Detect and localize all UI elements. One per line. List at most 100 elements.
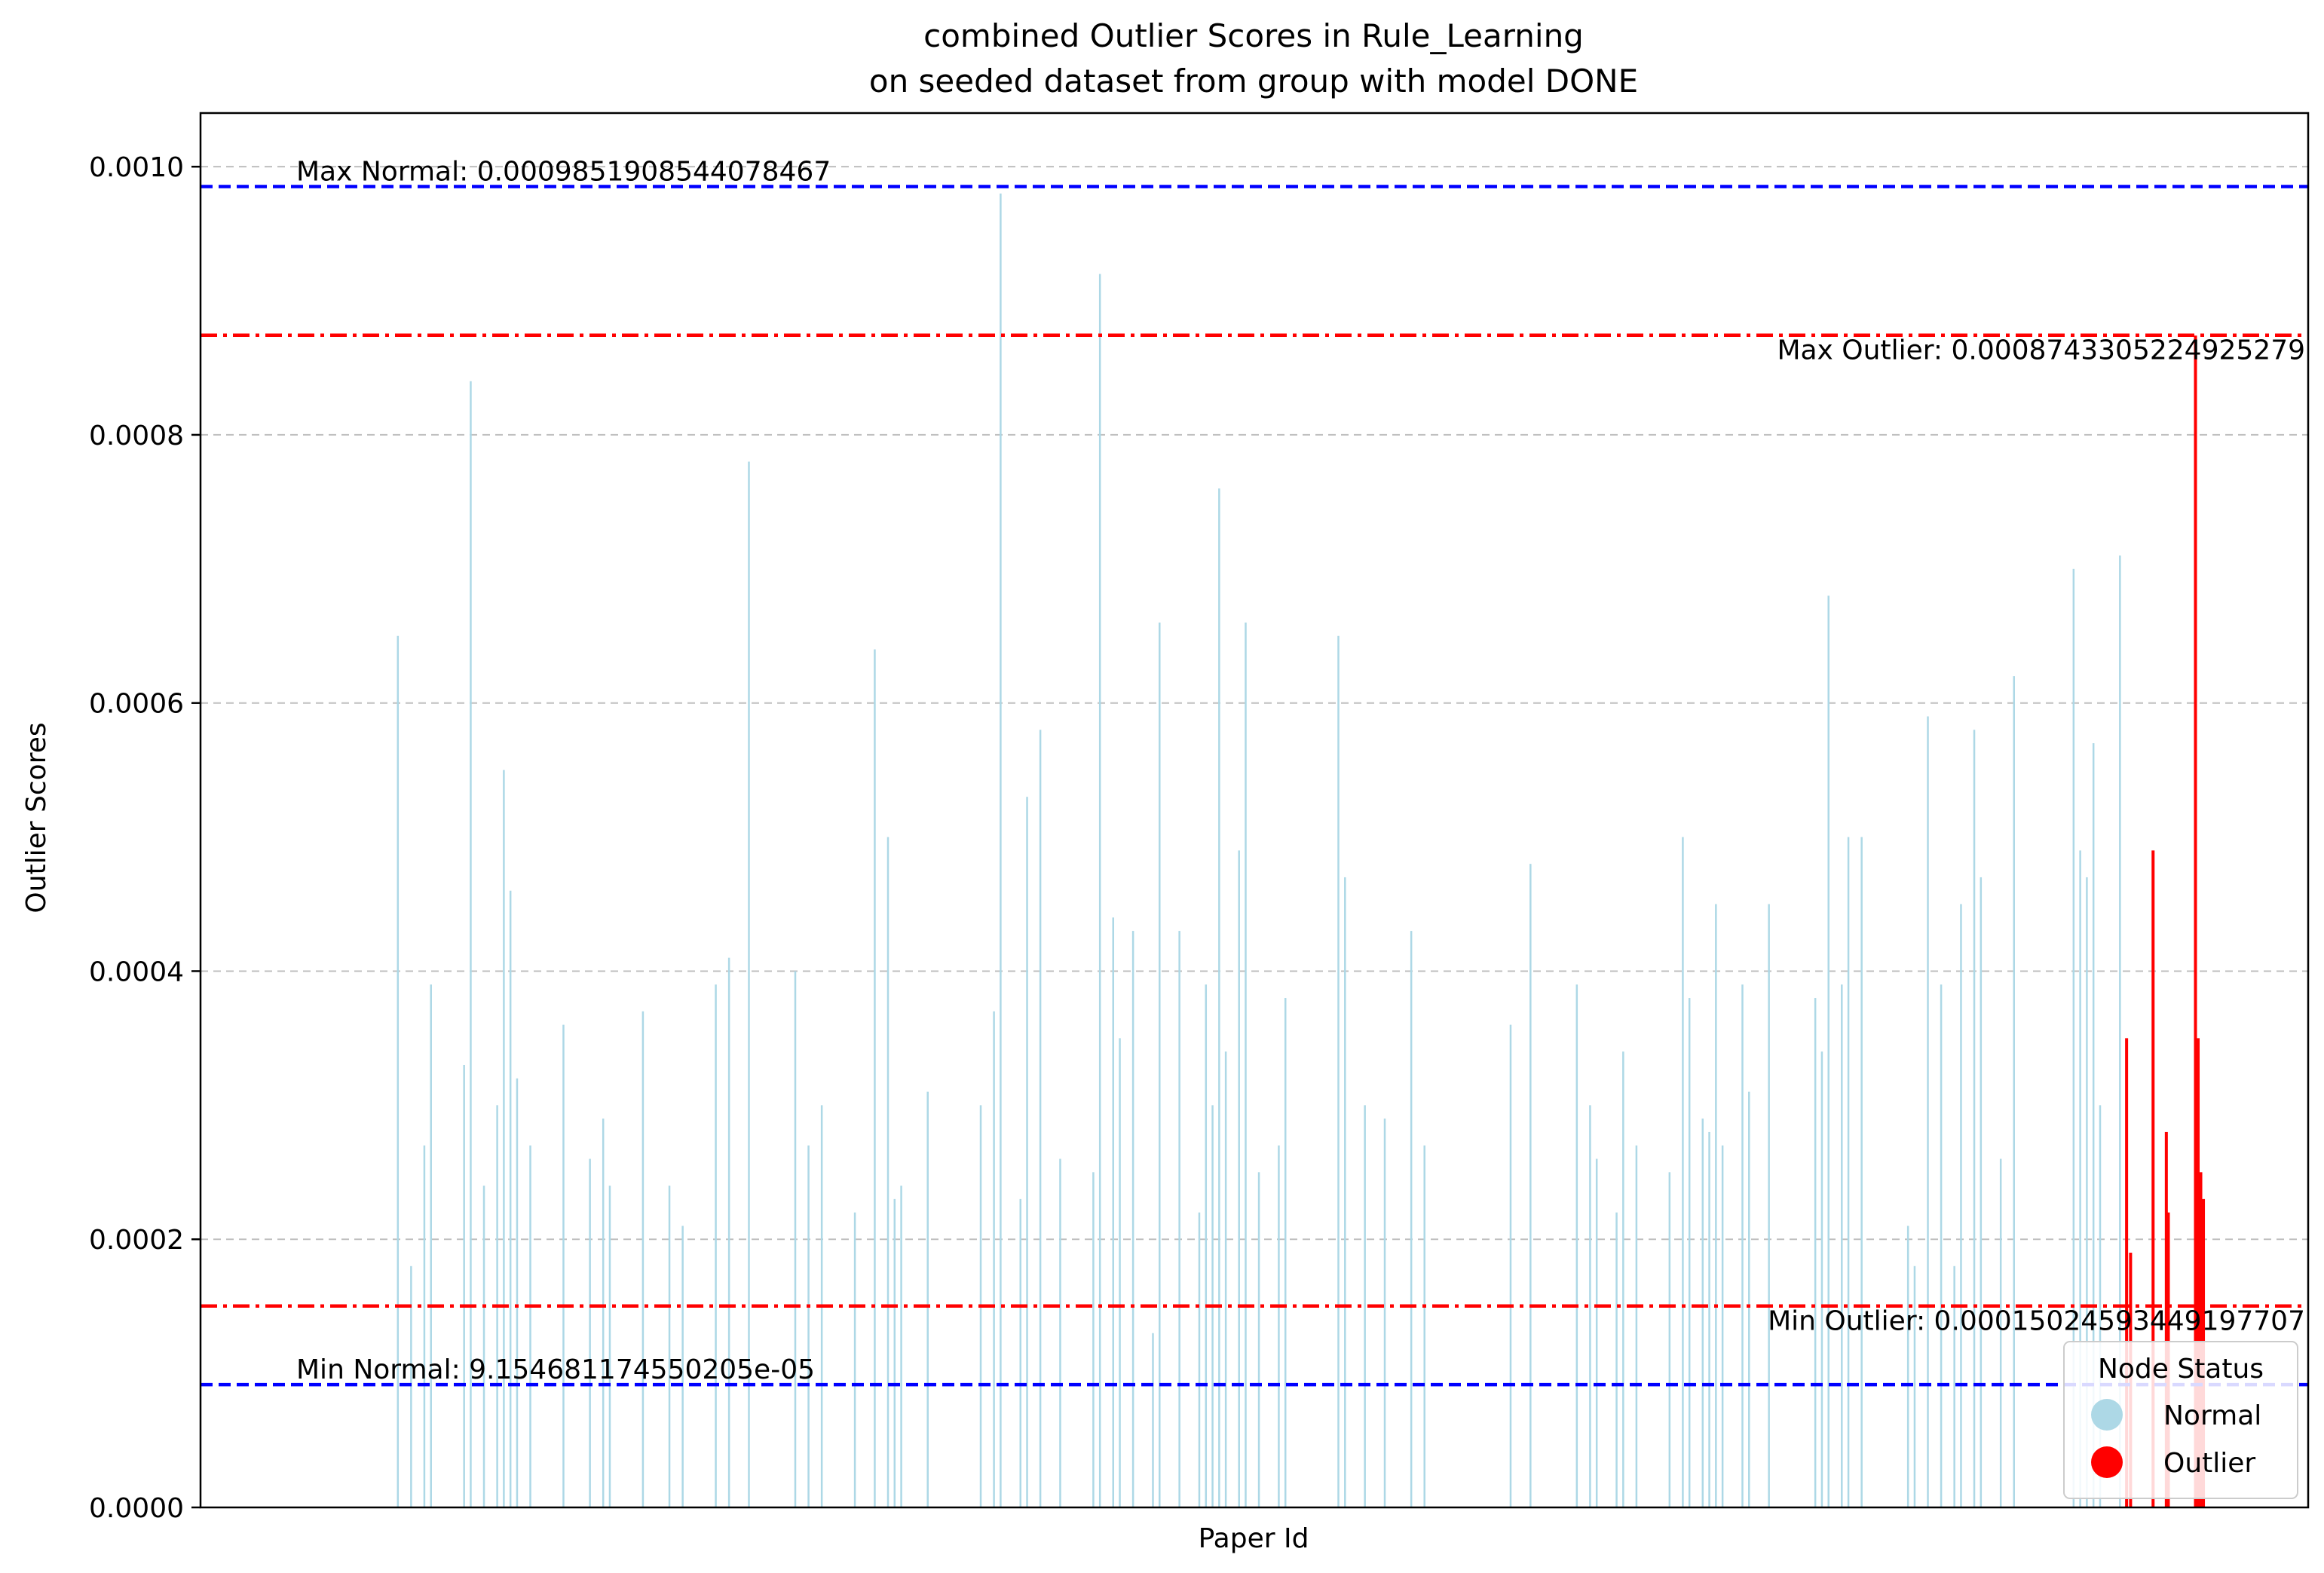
normal-bar — [1715, 904, 1717, 1507]
reference-line-label: Max Outlier: 0.0008743305224925279 — [1777, 335, 2305, 366]
normal-bar — [2072, 568, 2075, 1508]
normal-bar — [562, 1024, 565, 1507]
y-tick-label: 0.0000 — [89, 1493, 184, 1524]
normal-bar — [1000, 193, 1002, 1508]
normal-bar — [641, 1011, 645, 1507]
normal-bar — [529, 1145, 531, 1507]
normal-bar — [1383, 1119, 1386, 1507]
y-ticks: 0.0000 0.0002 0.0004 0.0006 0.0008 0.0010 — [89, 152, 201, 1524]
normal-bar — [1708, 1131, 1710, 1507]
normal-bar — [1112, 917, 1115, 1507]
normal-bar — [1913, 1265, 1916, 1507]
normal-bar — [1748, 1091, 1750, 1507]
outlier-bar — [2151, 850, 2155, 1507]
normal-bar — [874, 649, 876, 1507]
legend-marker-normal — [2091, 1399, 2123, 1431]
normal-bar — [1423, 1145, 1425, 1507]
outlier-bar — [2197, 1038, 2200, 1507]
normal-bar — [1159, 622, 1161, 1507]
normal-bar — [668, 1186, 671, 1507]
legend-label-normal: Normal — [2163, 1400, 2261, 1431]
normal-bar — [1238, 850, 1240, 1507]
normal-bar — [1257, 1172, 1260, 1507]
normal-bar — [1721, 1145, 1724, 1507]
normal-bar — [503, 770, 505, 1507]
normal-bar — [893, 1198, 896, 1507]
normal-bar — [2099, 1105, 2102, 1507]
normal-bar — [1668, 1172, 1671, 1507]
normal-bar — [1741, 984, 1744, 1507]
y-tick-label: 0.0006 — [89, 689, 184, 720]
legend: Node Status Normal Outlier — [2063, 1341, 2298, 1499]
y-axis-label: Outlier Scores — [21, 722, 52, 913]
normal-bar — [1059, 1158, 1061, 1507]
normal-bar — [1529, 864, 1532, 1507]
normal-bar — [463, 1064, 465, 1507]
normal-bar — [1119, 1038, 1121, 1507]
reference-line-label: Min Normal: 9.154681174550205e-05 — [296, 1354, 815, 1385]
chart-title-line1: combined Outlier Scores in Rule_Learning — [923, 17, 1584, 54]
normal-bar — [853, 1212, 856, 1507]
normal-bar — [1953, 1265, 1955, 1507]
normal-bar — [900, 1186, 902, 1507]
normal-bar — [886, 837, 889, 1507]
outlier-bar — [2194, 335, 2197, 1507]
normal-bar — [807, 1145, 810, 1507]
normal-bar — [430, 984, 432, 1507]
normal-bar — [1701, 1119, 1704, 1507]
normal-bar — [926, 1091, 929, 1507]
normal-bar — [516, 1078, 519, 1507]
normal-bar — [1410, 931, 1413, 1507]
normal-bar — [993, 1011, 995, 1507]
normal-bar — [1960, 904, 1962, 1507]
x-axis-label: Paper Id — [1199, 1523, 1309, 1554]
legend-marker-outlier — [2091, 1446, 2123, 1478]
reference-line-label: Min Outlier: 0.00015024593449197707 — [1768, 1306, 2305, 1337]
normal-bar — [1820, 1051, 1823, 1507]
normal-bar — [2079, 850, 2081, 1507]
normal-bar — [2092, 743, 2095, 1507]
y-tick-label: 0.0010 — [89, 152, 184, 183]
normal-bar — [1589, 1105, 1591, 1507]
normal-bar — [2119, 555, 2121, 1507]
normal-bar — [1860, 837, 1863, 1507]
normal-bar — [1847, 837, 1850, 1507]
normal-bar — [681, 1226, 684, 1507]
normal-bar — [589, 1158, 591, 1507]
normal-bar — [1039, 730, 1042, 1507]
normal-bar — [1284, 998, 1287, 1507]
legend-label-outlier: Outlier — [2163, 1448, 2255, 1479]
normal-bar — [727, 957, 730, 1507]
normal-bar — [1026, 797, 1028, 1507]
y-tick-label: 0.0008 — [89, 421, 184, 451]
normal-bar — [1098, 274, 1101, 1507]
normal-bar — [1973, 730, 1976, 1507]
normal-bar — [1178, 931, 1180, 1507]
normal-bar — [2086, 877, 2088, 1507]
normal-bar — [1999, 1158, 2002, 1507]
normal-bar — [1575, 984, 1578, 1507]
outlier-bar — [2125, 1038, 2129, 1507]
normal-bar — [1768, 904, 1770, 1507]
normal-bar — [1131, 931, 1134, 1507]
normal-bar — [1509, 1024, 1512, 1507]
grid-lines — [201, 166, 2308, 1241]
normal-bar — [1198, 1212, 1201, 1507]
y-tick-label: 0.0002 — [89, 1225, 184, 1256]
normal-bar — [602, 1119, 605, 1507]
normal-bar — [1245, 622, 1247, 1507]
normal-bar — [1364, 1105, 1366, 1507]
plot-frame — [199, 112, 2310, 1509]
normal-bar — [1615, 1212, 1618, 1507]
normal-bar — [482, 1186, 485, 1507]
normal-bar — [1337, 635, 1340, 1507]
normal-bar — [509, 890, 512, 1507]
normal-bar — [715, 984, 717, 1507]
normal-bar — [1827, 595, 1829, 1507]
normal-bar — [1019, 1198, 1021, 1507]
normal-bar — [423, 1145, 426, 1507]
normal-bar — [794, 971, 797, 1507]
normal-bar — [1278, 1145, 1280, 1507]
normal-bar — [410, 1265, 412, 1507]
